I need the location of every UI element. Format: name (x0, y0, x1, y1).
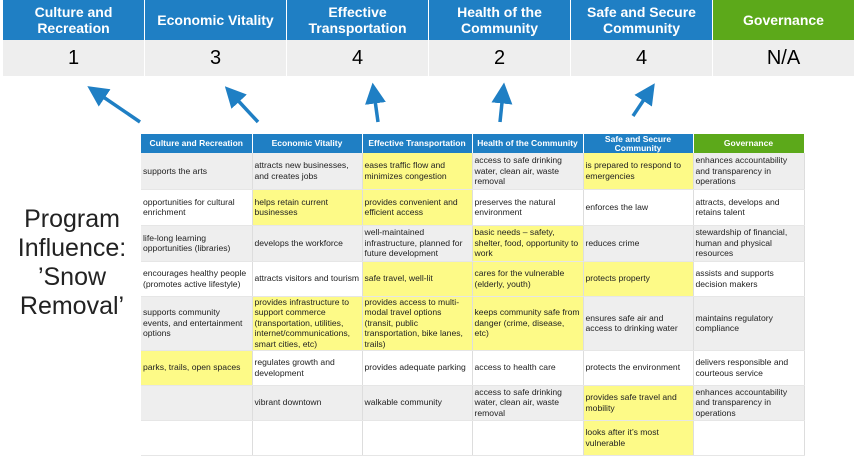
table-cell: eases traffic flow and minimizes congest… (362, 153, 473, 190)
summary-value-economic: 3 (145, 40, 287, 76)
table-cell: reduces crime (583, 225, 694, 262)
program-influence-label: Program Influence: ’Snow Removal’ (17, 205, 127, 320)
table-cell: attracts visitors and tourism (252, 261, 363, 297)
table-cell: attracts new businesses, and creates job… (252, 153, 363, 190)
table-cell: supports community events, and entertain… (141, 296, 253, 351)
table-cell: preserves the natural environment (472, 189, 584, 226)
summary-header-health: Health of the Community (429, 0, 571, 40)
summary-header-governance: Governance (713, 0, 855, 40)
table-cell: provides adequate parking (362, 350, 473, 386)
summary-value-health: 2 (429, 40, 571, 76)
table-cell: parks, trails, open spaces (141, 350, 253, 386)
summary-scores: Culture and Recreation Economic Vitality… (3, 0, 855, 76)
table-cell: looks after it’s most vulnerable (583, 420, 694, 456)
table-row: encourages healthy people (promotes acti… (141, 261, 805, 297)
table-cell: supports the arts (141, 153, 253, 190)
table-cell: cares for the vulnerable (elderly, youth… (472, 261, 584, 297)
table-cell: delivers responsible and courteous servi… (693, 350, 805, 386)
table-cell (141, 420, 253, 456)
table-cell: walkable community (362, 385, 473, 421)
col-header-safe: Safe and Secure Community (583, 134, 694, 153)
summary-value-governance: N/A (713, 40, 855, 76)
table-cell: enhances accountability and transparency… (693, 153, 805, 190)
arrow-icon (365, 82, 386, 123)
col-header-transportation: Effective Transportation (362, 134, 473, 153)
summary-value-culture: 1 (3, 40, 145, 76)
table-cell: provides safe travel and mobility (583, 385, 694, 421)
col-header-economic: Economic Vitality (252, 134, 363, 153)
table-row: looks after it’s most vulnerable (141, 420, 805, 456)
table-cell: vibrant downtown (252, 385, 363, 421)
summary-header-culture: Culture and Recreation (3, 0, 145, 40)
summary-header-safe: Safe and Secure Community (571, 0, 713, 40)
table-cell: regulates growth and development (252, 350, 363, 386)
summary-header-transportation: Effective Transportation (287, 0, 429, 40)
table-cell: life-long learning opportunities (librar… (141, 225, 253, 262)
table-cell: access to health care (472, 350, 584, 386)
table-cell: keeps community safe from danger (crime,… (472, 296, 584, 351)
table-cell: well-maintained infrastructure, planned … (362, 225, 473, 262)
summary-value-transportation: 4 (287, 40, 429, 76)
table-row: supports the arts attracts new businesses… (141, 153, 805, 190)
arrow-icon (631, 83, 655, 117)
table-cell: provides infrastructure to support comme… (252, 296, 363, 351)
arrow-icon (224, 86, 260, 124)
table-cell: ensures safe air and access to drinking … (583, 296, 694, 351)
influence-table: Culture and Recreation Economic Vitality… (141, 134, 805, 456)
arrow-icon (87, 86, 141, 124)
arrows (87, 82, 655, 124)
table-cell (693, 420, 805, 456)
table-cell (362, 420, 473, 456)
table-row: opportunities for cultural enrichment hel… (141, 189, 805, 226)
table-cell: enhances accountability and transparency… (693, 385, 805, 421)
table-cell (472, 420, 584, 456)
table-cell: protects property (583, 261, 694, 297)
table-cell: access to safe drinking water, clean air… (472, 385, 584, 421)
table-cell (252, 420, 363, 456)
table-cell: is prepared to respond to emergencies (583, 153, 694, 190)
arrow-icon (491, 82, 513, 123)
table-cell: assists and supports decision makers (693, 261, 805, 297)
col-header-health: Health of the Community (472, 134, 584, 153)
table-row: supports community events, and entertain… (141, 296, 805, 351)
table-cell: helps retain current businesses (252, 189, 363, 226)
summary-value-safe: 4 (571, 40, 713, 76)
table-row: life-long learning opportunities (librar… (141, 225, 805, 262)
summary-header-economic: Economic Vitality (145, 0, 287, 40)
table-row: vibrant downtown walkable community access… (141, 385, 805, 421)
table-cell: attracts, develops and retains talent (693, 189, 805, 226)
table-cell: safe travel, well-lit (362, 261, 473, 297)
col-header-governance: Governance (693, 134, 805, 153)
table-cell: opportunities for cultural enrichment (141, 189, 253, 226)
table-cell: basic needs – safety, shelter, food, opp… (472, 225, 584, 262)
col-header-culture: Culture and Recreation (141, 134, 253, 153)
table-cell: access to safe drinking water, clean air… (472, 153, 584, 190)
table-cell: develops the workforce (252, 225, 363, 262)
table-row: parks, trails, open spaces regulates grow… (141, 350, 805, 386)
table-cell: stewardship of financial, human and phys… (693, 225, 805, 262)
table-cell (141, 385, 253, 421)
table-cell: encourages healthy people (promotes acti… (141, 261, 253, 297)
table-cell: provides access to multi-modal travel op… (362, 296, 473, 351)
table-cell: maintains regulatory compliance (693, 296, 805, 351)
table-cell: provides convenient and efficient access (362, 189, 473, 226)
table-cell: enforces the law (583, 189, 694, 226)
table-cell: protects the environment (583, 350, 694, 386)
